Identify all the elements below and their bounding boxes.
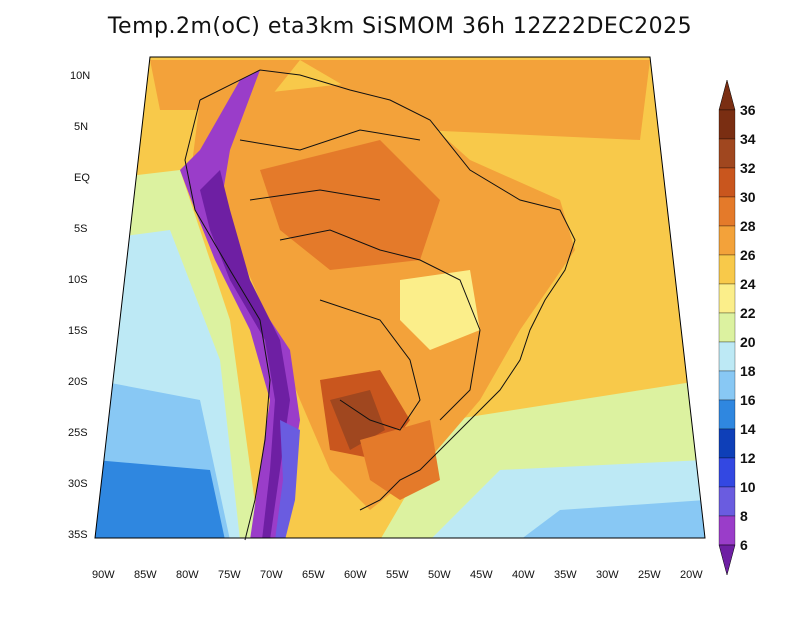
colorbar-swatch	[718, 196, 736, 227]
colorbar-label: 26	[740, 247, 756, 263]
colorbar-swatch	[718, 138, 736, 169]
colorbar-label: 8	[740, 508, 748, 524]
coastlines	[184, 69, 576, 541]
colorbar-label: 22	[740, 305, 756, 321]
lon-axis: 90W 85W 80W 75W 70W 65W 60W 55W 50W 45W …	[92, 569, 703, 581]
lat-axis: 10N 5N EQ 5S 10S 15S 20S 25S 30S 35S	[68, 70, 90, 541]
colorbar-swatch	[718, 515, 736, 546]
colorbar-label: 24	[740, 276, 756, 292]
lon-label: 30W	[596, 569, 619, 581]
lon-label: 35W	[554, 569, 577, 581]
colorbar-swatch	[718, 312, 736, 343]
colorbar-label: 14	[740, 421, 756, 437]
temperature-field	[95, 57, 705, 538]
colorbar-label: 34	[740, 131, 756, 147]
lon-label: 85W	[134, 569, 157, 581]
colorbar-label: 12	[740, 450, 756, 466]
colorbar-swatch	[718, 283, 736, 314]
colorbar-label: 6	[740, 537, 748, 553]
lon-label: 40W	[512, 569, 535, 581]
colorbar-label: 20	[740, 334, 756, 350]
map-title: Temp.2m(oC) eta3km SiSMOM 36h 12Z22DEC20…	[107, 14, 693, 39]
colorbar-swatch	[718, 109, 736, 140]
lat-label: 30S	[68, 478, 88, 490]
lon-label: 45W	[470, 569, 493, 581]
lon-label: 70W	[260, 569, 283, 581]
colorbar-label: 30	[740, 189, 756, 205]
colorbar-swatch	[718, 457, 736, 488]
lat-label: 10N	[70, 70, 90, 82]
lat-label: 5S	[74, 223, 87, 235]
colorbar-label: 18	[740, 363, 756, 379]
colorbar-top-arrow	[718, 79, 736, 111]
colorbar-label: 36	[740, 102, 756, 118]
lon-label: 50W	[428, 569, 451, 581]
colorbar-swatch	[718, 486, 736, 517]
colorbar-label: 16	[740, 392, 756, 408]
colorbar-swatch	[718, 225, 736, 256]
lon-label: 20W	[680, 569, 703, 581]
lon-label: 90W	[92, 569, 115, 581]
colorbar-label: 32	[740, 160, 756, 176]
colorbar-swatch	[718, 399, 736, 430]
lat-label: 10S	[68, 274, 88, 286]
colorbar-label: 28	[740, 218, 756, 234]
colorbar-swatch	[718, 167, 736, 198]
lon-label: 25W	[638, 569, 661, 581]
colorbar-label: 10	[740, 479, 756, 495]
lon-label: 55W	[386, 569, 409, 581]
lat-label: 25S	[68, 427, 88, 439]
colorbar-swatch	[718, 341, 736, 372]
colorbar-bottom-arrow	[718, 544, 736, 576]
lon-label: 60W	[344, 569, 367, 581]
lat-label: 35S	[68, 529, 88, 541]
lon-label: 80W	[176, 569, 199, 581]
lon-label: 65W	[302, 569, 325, 581]
lat-label: EQ	[74, 172, 90, 184]
colorbar-swatch	[718, 370, 736, 401]
map-frame	[94, 56, 706, 539]
lat-label: 5N	[74, 121, 88, 133]
colorbar-swatch	[718, 428, 736, 459]
lat-label: 15S	[68, 325, 88, 337]
colorbar-swatch	[718, 254, 736, 285]
colorbar: 36 34 32 30 28 26 24 22 20 18 16 14 12 1…	[718, 79, 756, 576]
lat-label: 20S	[68, 376, 88, 388]
lon-label: 75W	[218, 569, 241, 581]
